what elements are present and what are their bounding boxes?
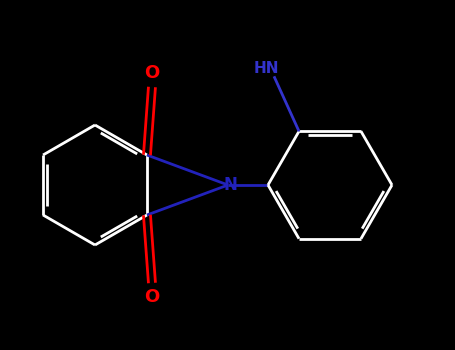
Text: O: O [144, 288, 160, 306]
Text: HN: HN [253, 61, 279, 76]
Text: N: N [223, 176, 237, 194]
Text: O: O [144, 64, 160, 82]
